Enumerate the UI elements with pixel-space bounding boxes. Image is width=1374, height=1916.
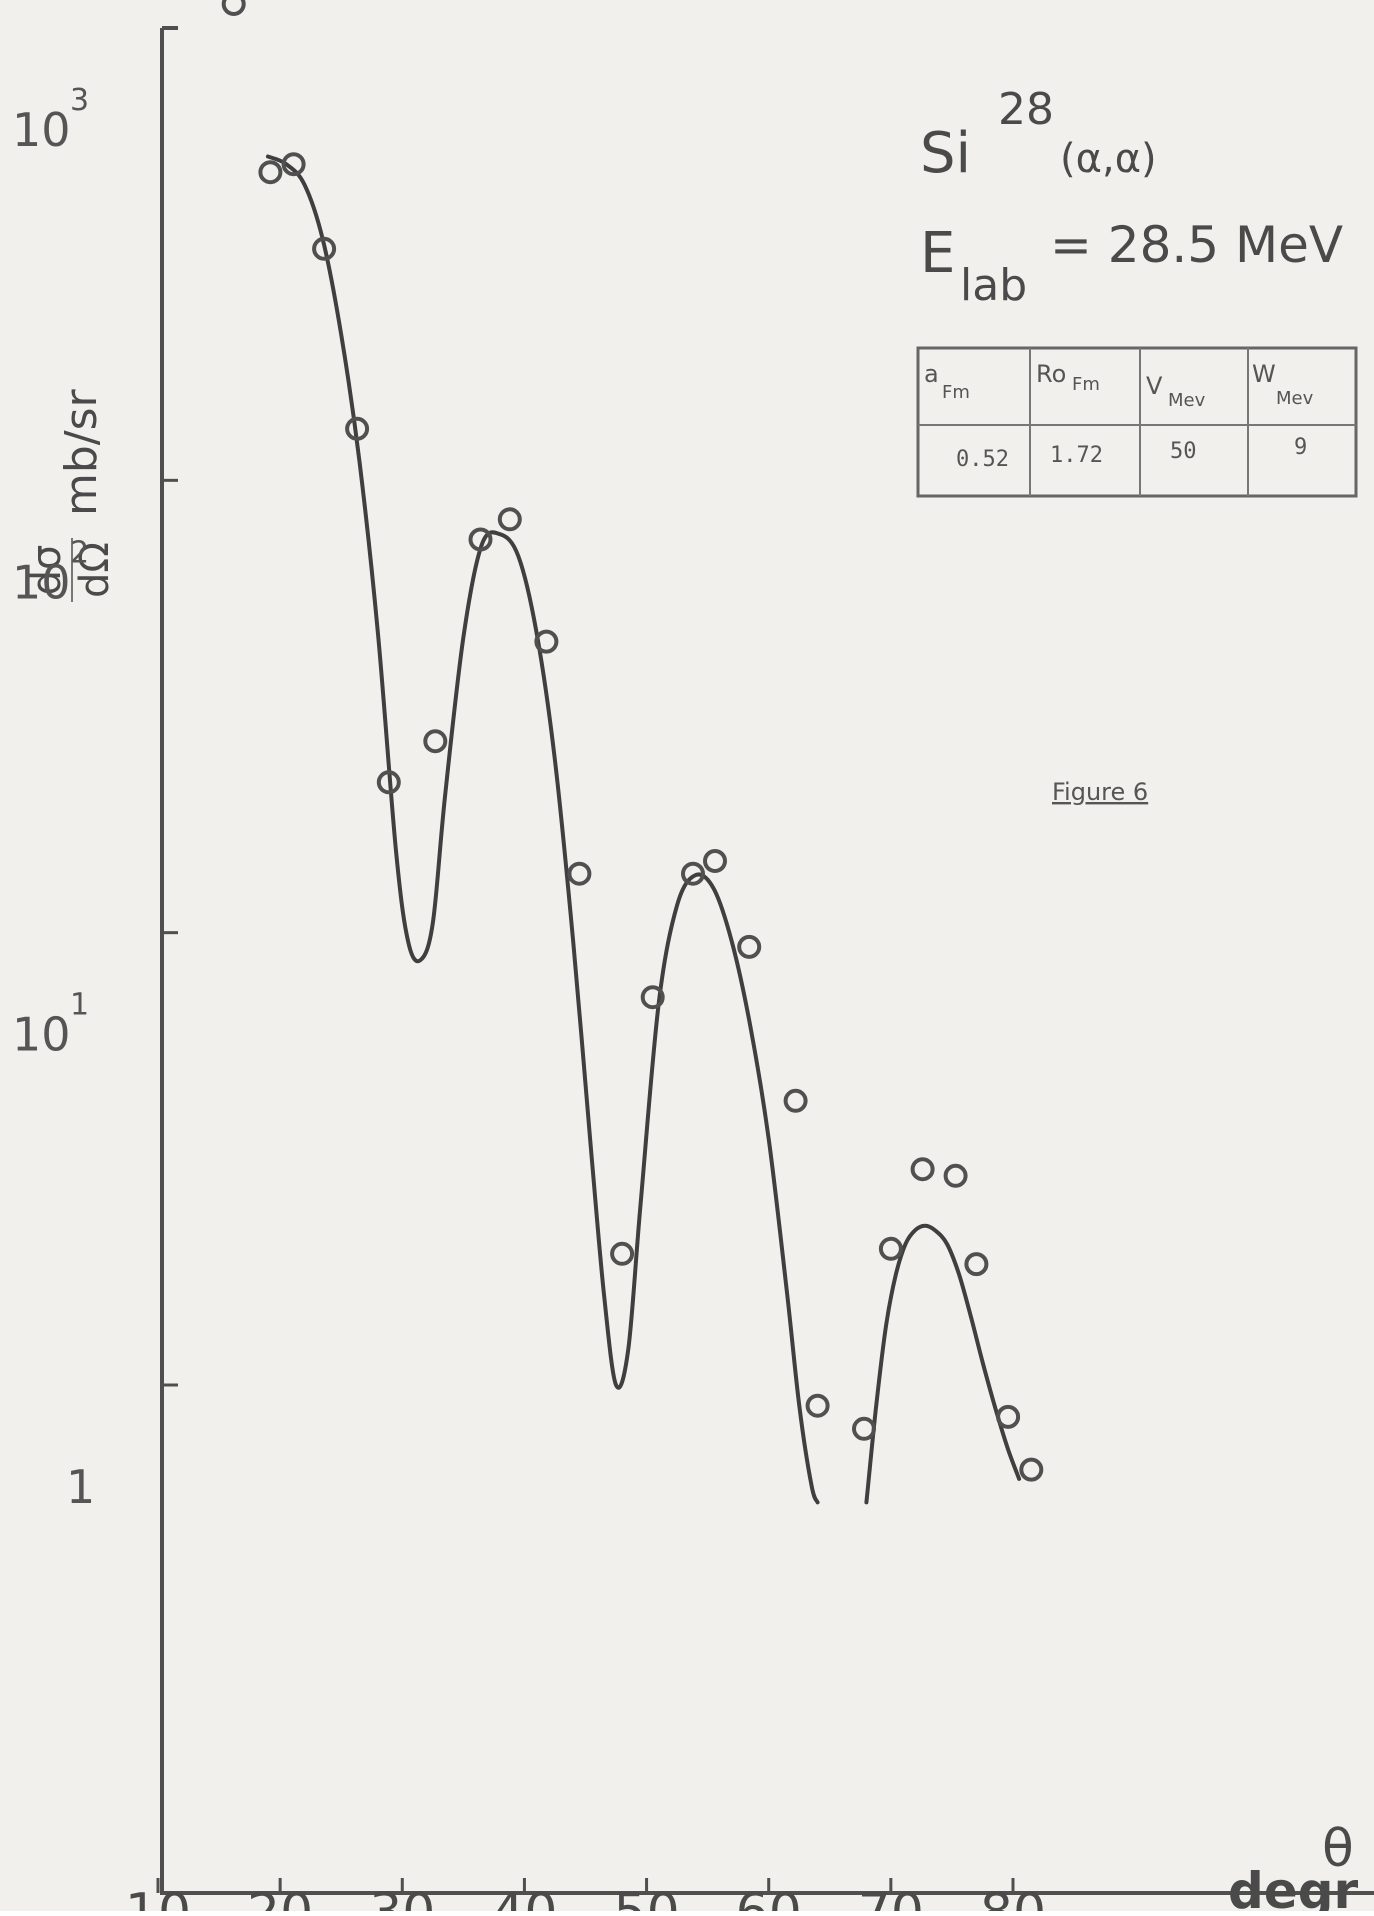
data-point <box>640 985 665 1010</box>
data-point <box>910 1157 935 1182</box>
table-header-a-sub: Fm <box>942 382 970 403</box>
x-tick-label: 30 <box>369 1883 435 1911</box>
x-tick-label: 10 <box>125 1883 191 1911</box>
data-point <box>610 1241 635 1266</box>
data-point <box>878 1236 903 1261</box>
energy-subscript: lab <box>960 260 1027 311</box>
data-point <box>703 849 727 873</box>
data-point <box>964 1252 989 1277</box>
data-point <box>345 416 370 441</box>
y-tick-exponent: 3 <box>70 83 89 118</box>
x-tick-label: 80 <box>980 1883 1046 1911</box>
ylabel-denominator: dΩ <box>72 542 118 598</box>
ylabel-unit: mb/sr <box>56 388 107 516</box>
data-point <box>258 160 283 185</box>
data-point <box>534 629 559 654</box>
x-tick-label: 70 <box>858 1883 924 1911</box>
x-tick-label: 50 <box>613 1883 679 1911</box>
table-header-v-main: V <box>1146 372 1163 400</box>
table-value-ro: 1.72 <box>1050 443 1103 468</box>
data-point <box>281 152 306 177</box>
x-tick-label: 20 <box>247 1883 313 1911</box>
y-tick-label: 10 <box>12 555 71 609</box>
data-point <box>497 507 522 532</box>
data-point <box>852 1416 876 1441</box>
reaction-base: Si <box>920 121 971 186</box>
data-point <box>681 861 705 886</box>
ylabel-numerator: dσ <box>24 545 70 596</box>
table-header-w-main: W <box>1252 360 1276 388</box>
table-border <box>916 346 1358 498</box>
data-point <box>783 1088 808 1113</box>
reaction-label: Si 28 (α,α) <box>920 84 1157 186</box>
y-tick-label: 1 <box>66 1460 95 1514</box>
x-tick-label: 40 <box>491 1883 557 1911</box>
table-header-a-main: a <box>924 360 939 388</box>
y-tick-label: 10 <box>12 1008 71 1062</box>
table-value-w: 9 <box>1294 435 1307 460</box>
data-point <box>996 1404 1021 1429</box>
parameters-table: a Fm Ro Fm V Mev W Mev 0.52 1.72 50 9 <box>916 346 1358 498</box>
energy-symbol: E <box>920 221 955 286</box>
fit-curve-segment-2 <box>864 1223 1022 1505</box>
data-points <box>221 0 1044 1482</box>
data-point <box>943 1163 968 1188</box>
reaction-mass-number: 28 <box>998 84 1054 135</box>
table-header-w-sub: Mev <box>1276 388 1314 409</box>
data-point <box>423 729 448 754</box>
data-point <box>1019 1457 1044 1482</box>
xlabel-unit: degr <box>1228 1862 1358 1911</box>
data-point <box>221 0 246 16</box>
figure-caption: Figure 6 <box>1052 778 1148 806</box>
table-header-ro-sub: Fm <box>1072 374 1100 395</box>
xlabel-symbol: θ <box>1322 1819 1354 1879</box>
y-tick-exponent: 1 <box>70 988 89 1023</box>
table-header-ro-main: Ro <box>1036 360 1066 388</box>
table-header-v-sub: Mev <box>1168 390 1206 411</box>
data-point <box>805 1393 830 1418</box>
table-value-v: 50 <box>1170 439 1197 464</box>
y-tick-label: 10 <box>12 103 71 157</box>
data-point <box>468 527 493 552</box>
energy-value: = 28.5 MeV <box>1050 216 1343 274</box>
reaction-suffix: (α,α) <box>1060 136 1157 182</box>
x-tick-label: 60 <box>736 1883 802 1911</box>
data-point <box>567 861 592 886</box>
table-value-a: 0.52 <box>956 447 1009 472</box>
y-axis-label: dσ dΩ mb/sr <box>24 388 118 602</box>
fit-curve-segment-1 <box>265 154 820 1505</box>
energy-label: E lab = 28.5 MeV <box>920 216 1343 311</box>
y-tick-exponent: 2 <box>70 535 89 570</box>
data-point <box>737 934 762 959</box>
fit-curves <box>265 154 1022 1505</box>
data-point <box>312 236 337 261</box>
data-point <box>376 770 401 795</box>
